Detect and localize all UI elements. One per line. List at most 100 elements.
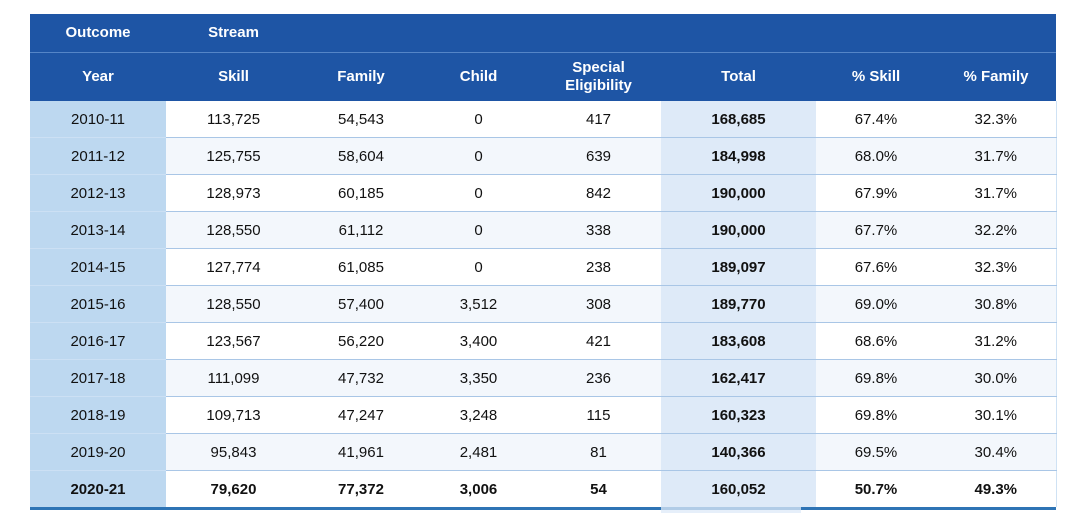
table-body: 2010-11 113,725 54,543 0 417 168,685 67.…	[30, 101, 1057, 507]
family-cell: 61,085	[301, 248, 421, 286]
table-header: Outcome Stream Year Skill Family Child S…	[30, 14, 1057, 101]
family-cell: 58,604	[301, 137, 421, 175]
column-header-special-eligibility: Special Eligibility	[536, 52, 661, 101]
group-header-outcome: Outcome	[30, 14, 166, 53]
total-column-tail	[661, 500, 801, 513]
group-header-row: Outcome Stream	[30, 14, 1057, 53]
pct-skill-cell: 67.6%	[816, 248, 936, 286]
pct-skill-cell: 69.0%	[816, 285, 936, 323]
column-header-row: Year Skill Family Child Special Eligibil…	[30, 52, 1057, 101]
total-cell: 162,417	[661, 359, 816, 397]
skill-cell: 125,755	[166, 137, 301, 175]
child-cell: 3,006	[421, 470, 536, 507]
special-eligibility-cell: 338	[536, 211, 661, 249]
table-row: 2019-20 95,843 41,961 2,481 81 140,366 6…	[30, 433, 1057, 471]
year-cell: 2014-15	[30, 248, 166, 286]
table-row: 2017-18 111,099 47,732 3,350 236 162,417…	[30, 359, 1057, 397]
total-cell: 190,000	[661, 211, 816, 249]
group-header-stream: Stream	[166, 14, 301, 53]
table-row: 2018-19 109,713 47,247 3,248 115 160,323…	[30, 396, 1057, 434]
year-cell: 2013-14	[30, 211, 166, 249]
group-header-spacer	[301, 14, 1057, 53]
outcomes-by-stream-table: Outcome Stream Year Skill Family Child S…	[30, 14, 1057, 507]
total-cell: 190,000	[661, 174, 816, 212]
special-eligibility-cell: 639	[536, 137, 661, 175]
year-cell: 2019-20	[30, 433, 166, 471]
year-cell: 2016-17	[30, 322, 166, 360]
special-eligibility-cell: 115	[536, 396, 661, 434]
pct-skill-cell: 50.7%	[816, 470, 936, 507]
pct-skill-cell: 69.8%	[816, 396, 936, 434]
table-row: 2014-15 127,774 61,085 0 238 189,097 67.…	[30, 248, 1057, 286]
table-row: 2012-13 128,973 60,185 0 842 190,000 67.…	[30, 174, 1057, 212]
column-header-pct-skill: % Skill	[816, 52, 936, 101]
skill-cell: 111,099	[166, 359, 301, 397]
pct-skill-cell: 69.8%	[816, 359, 936, 397]
pct-skill-cell: 68.6%	[816, 322, 936, 360]
column-header-child: Child	[421, 52, 536, 101]
child-cell: 3,512	[421, 285, 536, 323]
child-cell: 0	[421, 248, 536, 286]
family-cell: 41,961	[301, 433, 421, 471]
table-row: 2011-12 125,755 58,604 0 639 184,998 68.…	[30, 137, 1057, 175]
total-cell: 160,323	[661, 396, 816, 434]
family-cell: 56,220	[301, 322, 421, 360]
pct-family-cell: 30.0%	[936, 359, 1057, 397]
family-cell: 60,185	[301, 174, 421, 212]
special-eligibility-cell: 417	[536, 101, 661, 138]
child-cell: 0	[421, 211, 536, 249]
year-cell: 2011-12	[30, 137, 166, 175]
family-cell: 61,112	[301, 211, 421, 249]
pct-family-cell: 49.3%	[936, 470, 1057, 507]
family-cell: 77,372	[301, 470, 421, 507]
skill-cell: 128,973	[166, 174, 301, 212]
column-header-skill: Skill	[166, 52, 301, 101]
child-cell: 3,350	[421, 359, 536, 397]
pct-family-cell: 32.3%	[936, 101, 1057, 138]
table-row: 2020-21 79,620 77,372 3,006 54 160,052 5…	[30, 470, 1057, 507]
skill-cell: 127,774	[166, 248, 301, 286]
pct-family-cell: 30.4%	[936, 433, 1057, 471]
special-eligibility-cell: 421	[536, 322, 661, 360]
pct-skill-cell: 67.4%	[816, 101, 936, 138]
pct-family-cell: 30.8%	[936, 285, 1057, 323]
skill-cell: 123,567	[166, 322, 301, 360]
skill-cell: 95,843	[166, 433, 301, 471]
special-eligibility-cell: 308	[536, 285, 661, 323]
child-cell: 0	[421, 137, 536, 175]
child-cell: 2,481	[421, 433, 536, 471]
table-row: 2015-16 128,550 57,400 3,512 308 189,770…	[30, 285, 1057, 323]
total-cell: 168,685	[661, 101, 816, 138]
pct-family-cell: 30.1%	[936, 396, 1057, 434]
total-cell: 189,770	[661, 285, 816, 323]
year-cell: 2017-18	[30, 359, 166, 397]
table-row: 2016-17 123,567 56,220 3,400 421 183,608…	[30, 322, 1057, 360]
skill-cell: 113,725	[166, 101, 301, 138]
pct-family-cell: 32.3%	[936, 248, 1057, 286]
year-cell: 2018-19	[30, 396, 166, 434]
pct-skill-cell: 67.7%	[816, 211, 936, 249]
migration-outcomes-table: Outcome Stream Year Skill Family Child S…	[30, 14, 1057, 510]
column-header-total: Total	[661, 52, 816, 101]
pct-family-cell: 31.2%	[936, 322, 1057, 360]
special-eligibility-cell: 236	[536, 359, 661, 397]
special-eligibility-cell: 54	[536, 470, 661, 507]
skill-cell: 128,550	[166, 285, 301, 323]
skill-cell: 109,713	[166, 396, 301, 434]
family-cell: 47,247	[301, 396, 421, 434]
pct-family-cell: 31.7%	[936, 174, 1057, 212]
year-cell: 2012-13	[30, 174, 166, 212]
total-cell: 183,608	[661, 322, 816, 360]
special-eligibility-cell: 842	[536, 174, 661, 212]
family-cell: 57,400	[301, 285, 421, 323]
year-cell: 2010-11	[30, 101, 166, 138]
column-header-pct-family: % Family	[936, 52, 1057, 101]
pct-skill-cell: 69.5%	[816, 433, 936, 471]
skill-cell: 128,550	[166, 211, 301, 249]
pct-skill-cell: 67.9%	[816, 174, 936, 212]
pct-skill-cell: 68.0%	[816, 137, 936, 175]
special-eligibility-cell: 238	[536, 248, 661, 286]
year-cell: 2020-21	[30, 470, 166, 507]
table-row: 2013-14 128,550 61,112 0 338 190,000 67.…	[30, 211, 1057, 249]
